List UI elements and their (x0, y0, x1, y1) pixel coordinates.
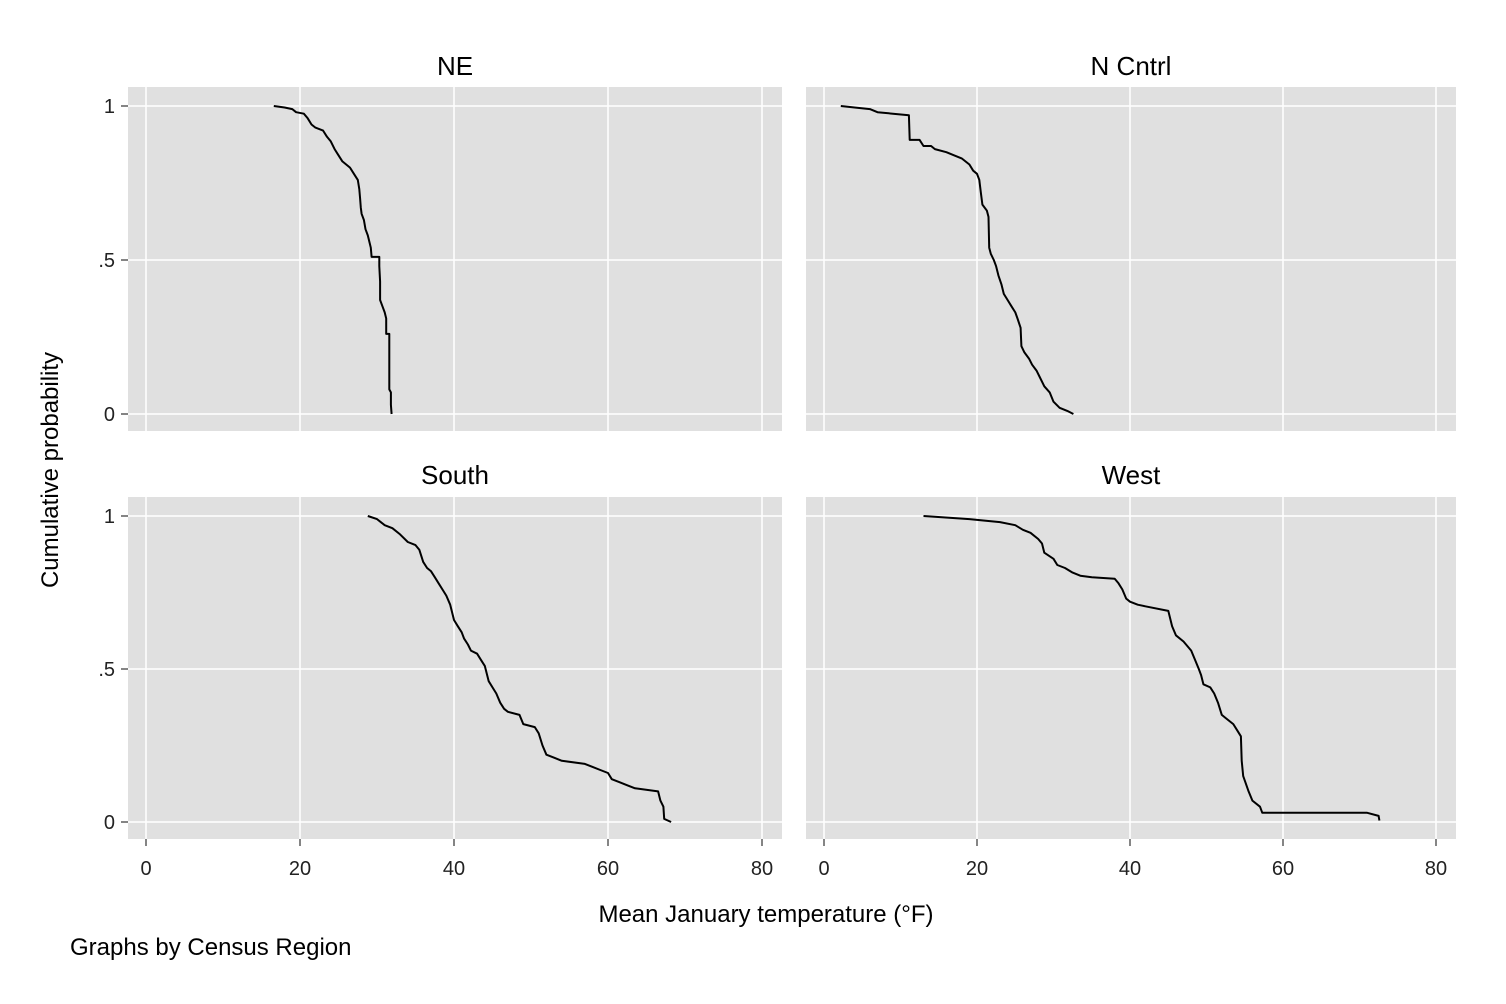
panel-ne: NE 0 .5 1 (98, 51, 782, 431)
cdf-line (923, 515, 1381, 821)
plot-area (128, 497, 782, 839)
panel-south: South 0 .5 1 0 20 40 60 80 (98, 460, 782, 880)
x-tick-label: 80 (751, 858, 773, 880)
plot-area (128, 87, 782, 431)
y-tick-label: 1 (104, 96, 115, 118)
panel-title: N Cntrl (1091, 51, 1172, 81)
x-tick-label: 60 (1272, 858, 1294, 880)
x-tick-label: 20 (966, 858, 988, 880)
plot-area (806, 497, 1456, 839)
panels-group: NE 0 .5 1 N Cntrl South 0 .5 1 0 20 40 60 80 West 0 20 40… (98, 51, 1456, 880)
y-tick-label: 0 (104, 812, 115, 834)
graphs-by-note: Graphs by Census Region (70, 934, 351, 961)
x-axis-label: Mean January temperature (°F) (598, 901, 933, 928)
x-tick-label: 0 (818, 858, 829, 880)
cdf-line (367, 515, 672, 823)
y-axis-label: Cumulative probability (37, 352, 64, 588)
plot-area (806, 87, 1456, 431)
y-tick-label: .5 (98, 250, 115, 272)
panel-n-cntrl: N Cntrl (806, 51, 1456, 431)
x-tick-label: 20 (289, 858, 311, 880)
y-tick-label: 1 (104, 506, 115, 528)
x-tick-label: 60 (597, 858, 619, 880)
panel-west: West 0 20 40 60 80 (806, 460, 1456, 880)
cdf-line (273, 105, 393, 415)
panel-title: West (1102, 460, 1162, 490)
y-tick-label: .5 (98, 659, 115, 681)
panel-title: NE (437, 51, 473, 81)
x-tick-label: 40 (1119, 858, 1141, 880)
x-tick-label: 80 (1425, 858, 1447, 880)
cdf-line (840, 105, 1074, 415)
panel-title: South (421, 460, 489, 490)
y-tick-label: 0 (104, 404, 115, 426)
x-tick-label: 40 (443, 858, 465, 880)
x-tick-label: 0 (140, 858, 151, 880)
